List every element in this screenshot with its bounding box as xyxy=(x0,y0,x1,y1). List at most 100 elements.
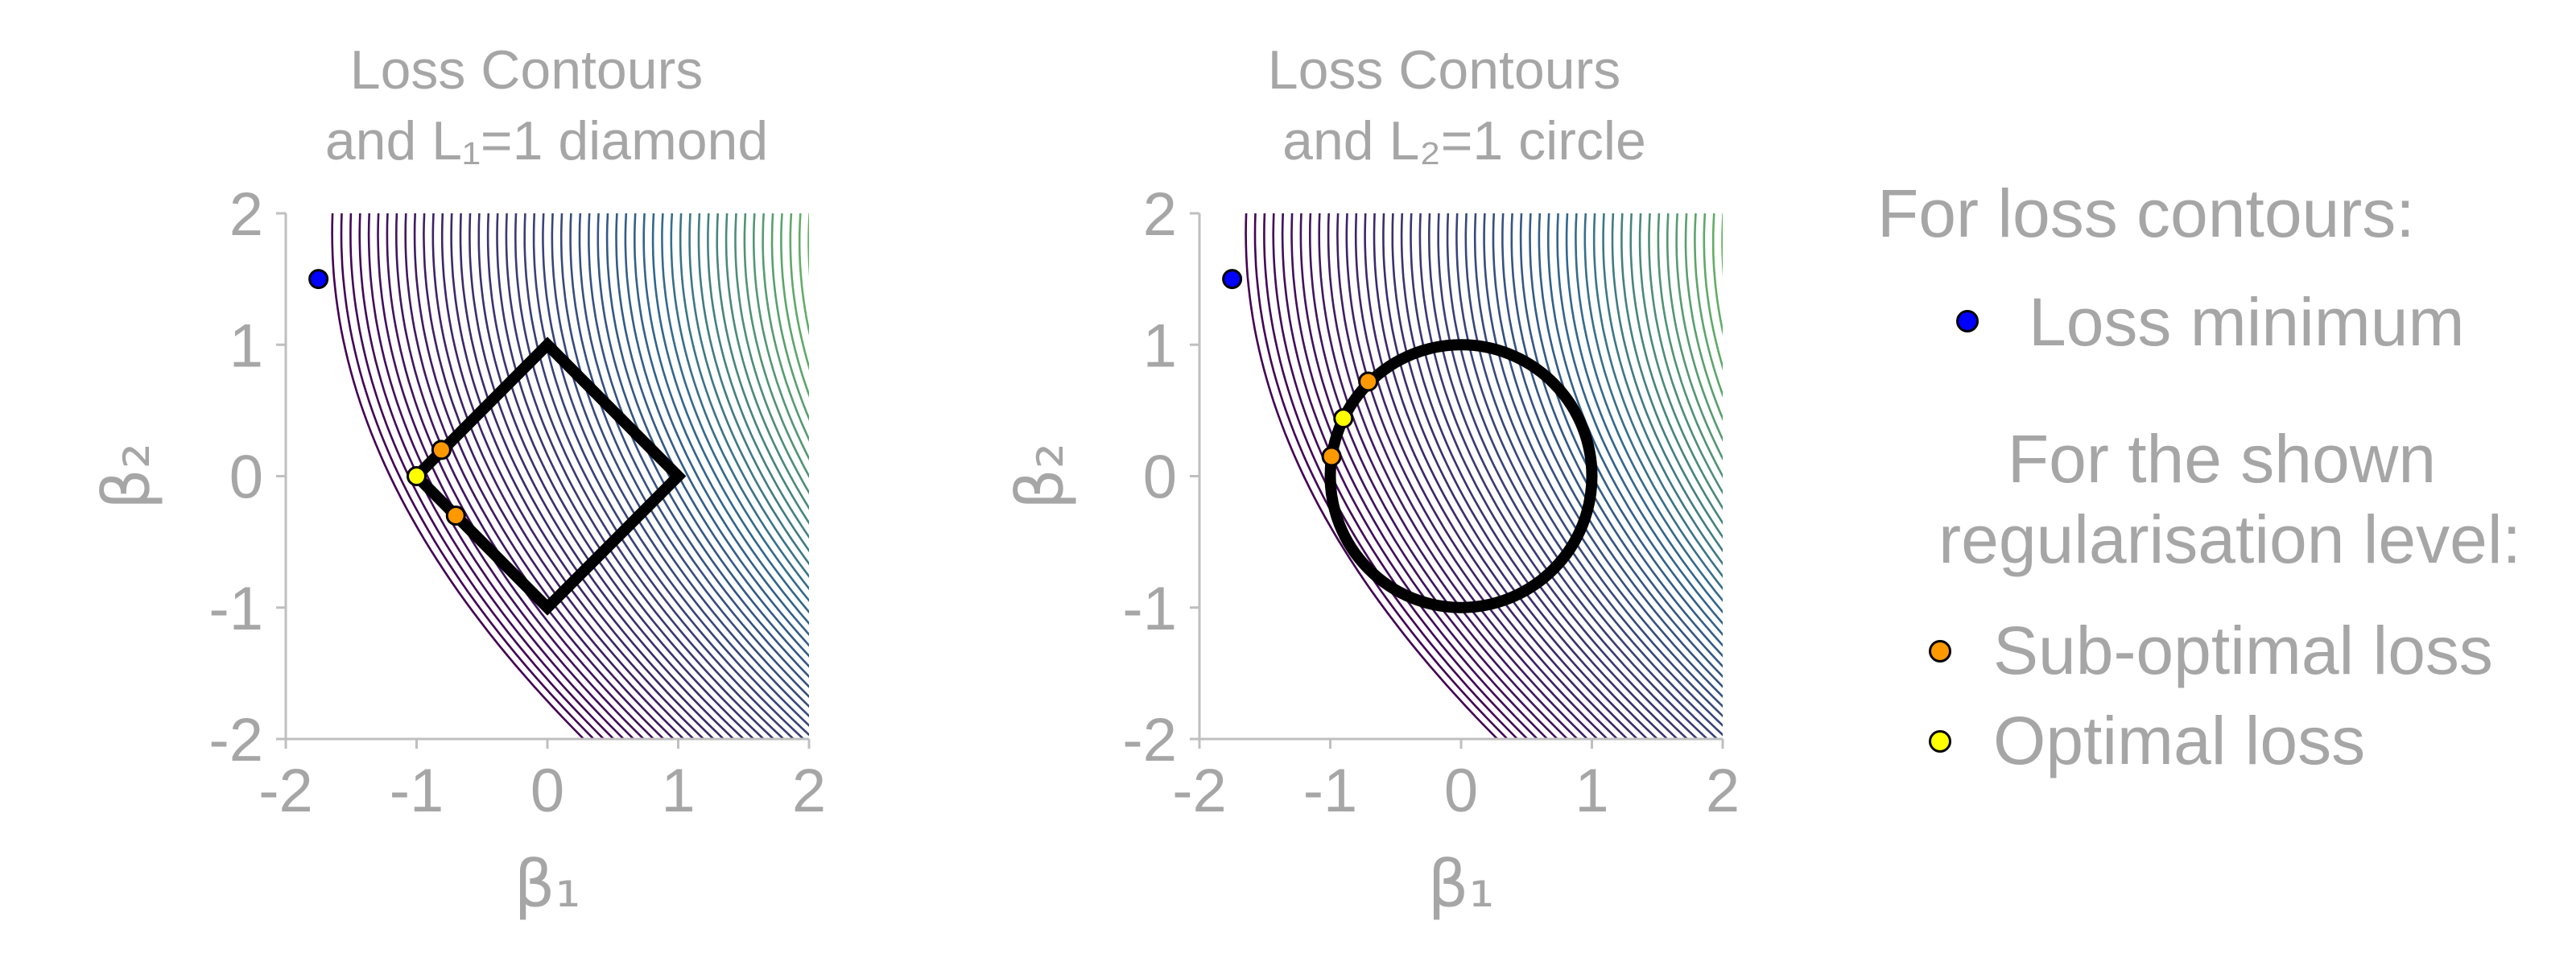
panel2-contour-line xyxy=(1786,213,1852,739)
panel1-contours xyxy=(331,213,1143,739)
panel1-contour-line xyxy=(413,213,675,739)
panel2-contour-line xyxy=(1345,213,1608,739)
panel1-contour-line xyxy=(724,213,809,510)
panel1-contour-line xyxy=(559,213,809,718)
panel1-optimal-point xyxy=(407,466,427,486)
panel1-y-tick-label: -1 xyxy=(208,575,263,643)
panel1-title-line1: Loss Contours xyxy=(349,39,704,101)
panel2-contour-line xyxy=(1464,213,1723,727)
panel2-contour-line xyxy=(1629,213,1723,525)
panel2-contour-line xyxy=(1410,213,1678,739)
panel2-contour-line xyxy=(1327,213,1588,739)
panel2-y-tick-label: -2 xyxy=(1122,706,1177,774)
panel1-y-tick-label: 2 xyxy=(229,180,263,249)
panel2-contour-line xyxy=(1721,213,1723,277)
panel2-y-tick-label: 0 xyxy=(1143,444,1177,512)
panel2-contour-line xyxy=(1657,213,1723,479)
panel2-contour-line xyxy=(1666,213,1723,461)
panel1-contour-line xyxy=(753,213,809,461)
panel1-contour-line xyxy=(377,213,635,739)
panel1-contour-line xyxy=(780,213,809,398)
legend-suboptimal-marker xyxy=(1929,640,1951,663)
panel2-contour-line xyxy=(1400,213,1668,739)
legend-header-contours: For loss contours: xyxy=(1877,175,2415,251)
panel2-contour-line xyxy=(1547,213,1723,637)
panel2-loss-minimum-point xyxy=(1222,269,1243,290)
panel2-contour-line xyxy=(1602,213,1723,566)
panel1-contour-line xyxy=(423,213,685,739)
panel1-contour-line xyxy=(551,213,809,727)
panel2-contour-line xyxy=(1473,213,1723,718)
panel1-contour-line xyxy=(697,213,809,553)
panel2-contour-line xyxy=(1308,213,1568,739)
panel2-contour-line xyxy=(1759,213,1852,739)
panel2-contour-line xyxy=(1684,213,1723,422)
panel2-x-tick-label: -2 xyxy=(1172,757,1227,825)
panel1-contour-line xyxy=(496,213,765,739)
panel1-x-tick-label: -1 xyxy=(390,757,444,825)
panel1-suboptimal-point xyxy=(431,440,452,460)
panel1-group: -2 -1 0 1 2 -2 -1 0 1 2 β₁ β₂ xyxy=(89,180,1143,922)
panel1-contour-line xyxy=(588,213,809,688)
panel1-loss-minimum-point xyxy=(308,269,329,290)
panel1-contour-line xyxy=(386,213,645,739)
legend-optimal-marker xyxy=(1929,730,1951,753)
panel1-contour-line xyxy=(707,213,809,539)
panel2-suboptimal-point xyxy=(1358,371,1379,392)
panel2-contour-line xyxy=(1373,213,1638,739)
panel1-contour-line xyxy=(440,213,704,739)
panel1-contour-line xyxy=(845,213,1143,739)
panel2-y-axis-label: β₂ xyxy=(1003,443,1078,510)
legend-header-reg-line1: For the shown xyxy=(2007,421,2437,497)
panel1-contour-line xyxy=(605,213,809,668)
panel1-contour-line xyxy=(486,213,754,739)
panel2-contour-line xyxy=(1638,213,1723,510)
panel2-contour-line xyxy=(1437,213,1708,739)
panel2-contour-line xyxy=(1382,213,1649,739)
panel1-y-tick-label: -2 xyxy=(208,706,263,774)
panel2-contour-line xyxy=(1418,213,1688,739)
panel2-title-line2: and L₂=1 circle xyxy=(1282,110,1646,171)
panel2-contour-line xyxy=(1501,213,1723,688)
legend: For loss contours: Loss minimum For the … xyxy=(1852,0,2576,966)
panel2-title-line1: Loss Contours xyxy=(1267,39,1621,101)
panel2-contour-line xyxy=(1565,213,1723,614)
legend-header-reg-line2: regularisation level: xyxy=(1938,502,2521,577)
panel1-contour-line xyxy=(661,213,809,602)
panel1-contour-line xyxy=(597,213,809,679)
legend-loss-minimum-marker xyxy=(1956,310,1979,332)
panel2-contour-line xyxy=(1648,213,1723,495)
panel1-x-tick-label: 2 xyxy=(792,757,826,825)
panel2-contour-line xyxy=(1675,213,1723,442)
panel1-x-tick-label: -2 xyxy=(258,757,313,825)
panel1-contour-line xyxy=(450,213,715,739)
panel1-y-tick-label: 1 xyxy=(229,312,263,380)
panel1-contour-line xyxy=(340,213,595,739)
panel1-contour-line xyxy=(431,213,695,739)
panel1-contour-line xyxy=(716,213,809,525)
panel1-contour-line xyxy=(569,213,809,708)
panel2-contour-line xyxy=(1263,213,1518,739)
panel2-group: -2 -1 0 1 2 -2 -1 0 1 2 β₁ β₂ xyxy=(1003,180,1852,922)
panel2-contour-line xyxy=(1694,213,1723,398)
panel2-x-tick-label: -1 xyxy=(1303,757,1358,825)
panel1-contour-line xyxy=(836,213,1133,739)
panel1-contour-line xyxy=(505,213,774,739)
panel1-contour-line xyxy=(670,213,809,591)
panel2-y-tick-label: 1 xyxy=(1143,312,1177,380)
panel1-contour-line xyxy=(634,213,809,637)
panel1-contour-line xyxy=(624,213,809,647)
panel1-contour-line xyxy=(349,213,605,739)
panel2-contour-line xyxy=(1492,213,1723,699)
panel1-contour-line xyxy=(542,213,809,737)
panel2-contour-line xyxy=(1427,213,1699,739)
plots-svg: -2 -1 0 1 2 -2 -1 0 1 2 β₁ β₂ -2 -1 0 1 2 -2 -1 0 1 2 β₁ β₂ xyxy=(89,180,1852,922)
panel1-contour-line xyxy=(459,213,724,739)
panel1-contour-line xyxy=(651,213,809,614)
panel2-contour-line xyxy=(1556,213,1723,625)
panel1-y-axis-label: β₂ xyxy=(89,443,164,510)
panel1-contour-line xyxy=(477,213,745,739)
panel1-x-axis-label: β₁ xyxy=(514,847,580,922)
panel2-contour-line xyxy=(1732,213,1852,739)
